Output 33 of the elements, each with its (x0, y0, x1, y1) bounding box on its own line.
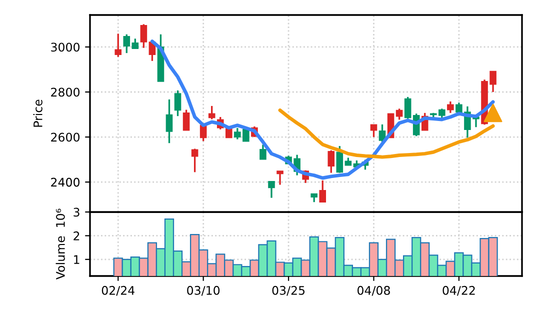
y-tick-label: 2800 (51, 88, 80, 97)
x-tick-label: 04/08 (358, 286, 390, 296)
line-series (278, 108, 495, 159)
y-axis-title: Price (33, 100, 42, 127)
y-tick-label: 2400 (51, 178, 80, 187)
candlestick (396, 108, 403, 121)
candlestick (132, 38, 139, 50)
y-axis-title: Volume 10⁶ (56, 208, 65, 280)
candlestick (174, 90, 182, 117)
candlestick (447, 100, 454, 114)
candlestick (319, 180, 326, 203)
candlestick (114, 32, 122, 58)
y-tick-label: 3000 (51, 42, 80, 52)
candlestick (328, 149, 335, 174)
candlestick (404, 96, 412, 120)
candlestick (268, 180, 275, 199)
y-tick-label: 2600 (51, 132, 80, 142)
y-tick-label: 2 (74, 231, 80, 240)
candlestick (123, 34, 130, 54)
x-tick-label: 03/25 (272, 286, 305, 296)
candlestick (208, 105, 216, 120)
x-tick-label: 02/24 (102, 286, 134, 296)
candlestick (276, 170, 284, 186)
candlestick (191, 148, 198, 173)
candlestick (182, 108, 190, 132)
candlestick (370, 124, 378, 138)
candlestick (166, 98, 173, 144)
candlestick (260, 144, 266, 160)
candlestick (140, 23, 148, 49)
x-tick-label: 03/10 (187, 286, 220, 296)
y-tick-label: 3 (74, 208, 80, 217)
y-tick-label: 1 (74, 255, 80, 264)
x-tick-label: 04/22 (442, 286, 475, 296)
